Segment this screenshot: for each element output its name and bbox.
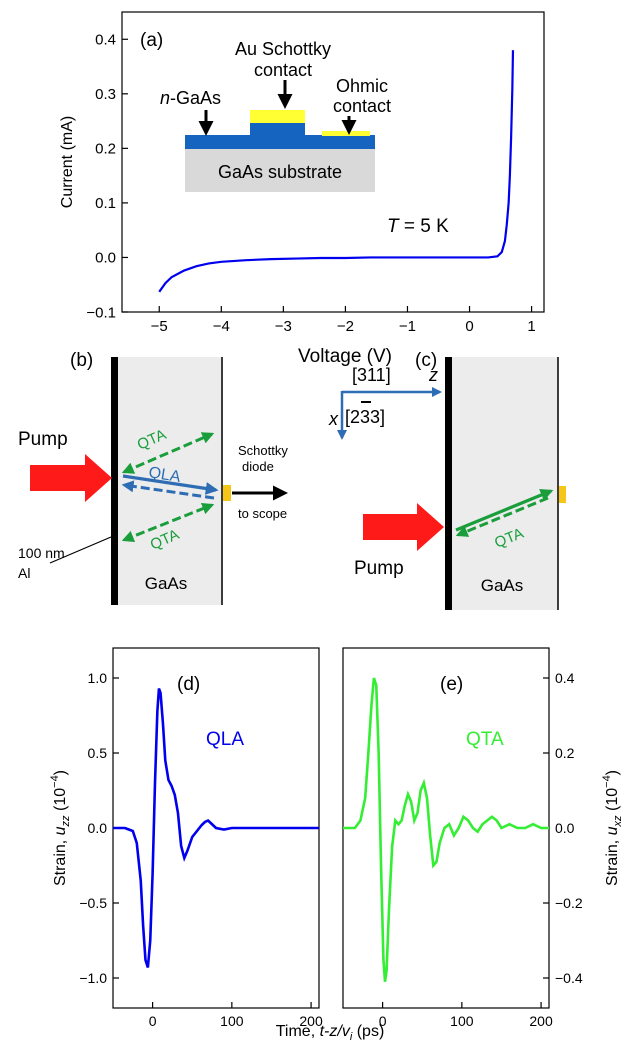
y-tick-label: 0.0 — [95, 250, 116, 267]
x-tick-label: 0 — [149, 1013, 157, 1029]
panel-b: (b) Pump QTA QLA QTA Schottky diode to s… — [18, 350, 288, 605]
x-tick-label: −1 — [399, 318, 416, 335]
panel-e-ticks: 0 100 200 −0.4 −0.2 0.0 0.2 0.4 — [379, 670, 583, 1029]
strain-uxz-axis-label: Strain, uxz (10−4) — [601, 770, 624, 886]
qta-forward-arrow — [455, 488, 554, 532]
x-tick-label: 0 — [379, 1013, 387, 1029]
panel-d: 0 100 200 −1.0 −0.5 0.0 0.5 1.0 (d) QLA Strain,… — [49, 647, 323, 1029]
x-tick-label: 100 — [220, 1013, 244, 1029]
y-tick-label: −0.2 — [555, 895, 583, 911]
al-film-c — [445, 357, 452, 610]
current-axis-label: Current (mA) — [59, 116, 76, 208]
substrate-label: GaAs substrate — [218, 162, 342, 182]
y-tick-label: −0.4 — [555, 970, 583, 986]
y-tick-label: 0.0 — [88, 820, 108, 836]
pump-arrow-c — [363, 503, 444, 551]
voltage-axis-label: Voltage (V) — [298, 346, 392, 367]
ohmic-label-line2: contact — [333, 96, 391, 116]
panel-d-label: (d) — [177, 674, 200, 695]
y-tick-label: 0.5 — [88, 745, 108, 761]
y-tick-label: 0.2 — [555, 745, 575, 761]
y-tick-label: −1.0 — [79, 970, 107, 986]
direction-233: [233] — [345, 407, 385, 427]
al-label-line1: 100 nm — [18, 545, 65, 561]
x-tick-label: −5 — [151, 318, 168, 335]
y-tick-label: 1.0 — [88, 670, 108, 686]
qla-reflected-arrow — [121, 480, 215, 500]
y-tick-label: 0.1 — [95, 195, 116, 212]
qla-mode-label: QLA — [206, 729, 244, 750]
qta-upper-arrow — [121, 432, 215, 474]
ngaas-label: n-GaAs — [160, 88, 221, 108]
schottky-diode-marker — [223, 485, 231, 501]
y-tick-label: −0.1 — [86, 304, 116, 321]
ohmic-contact — [322, 131, 370, 136]
schottky-mesa — [250, 122, 305, 136]
panel-a: −5 −4 −3 −2 −1 0 1 −0.1 0.0 0.1 0.2 0.3 0.4 (a) T = … — [59, 11, 545, 367]
temperature-label: T = 5 K — [387, 216, 449, 237]
schottky-label-line1: Schottky — [238, 443, 288, 458]
panel-a-label: (a) — [140, 30, 163, 51]
qla-forward-arrow — [122, 474, 219, 495]
detector-marker-c — [559, 486, 566, 503]
schottky-contact — [250, 110, 305, 123]
pump-label-c: Pump — [354, 558, 404, 579]
direction-311: [311] — [352, 365, 391, 385]
qta-lower-arrow — [121, 502, 215, 543]
x-tick-label: 100 — [450, 1013, 474, 1029]
qta-reflected-arrow — [455, 496, 549, 537]
panel-e-label: (e) — [440, 674, 463, 695]
x-tick-label: 0 — [465, 318, 473, 335]
x-tick-label: 1 — [527, 318, 535, 335]
pump-label-b: Pump — [18, 429, 68, 450]
pump-arrow-b — [30, 454, 112, 502]
gaas-label-b: GaAs — [145, 574, 188, 593]
panel-a-frame — [121, 11, 545, 313]
qta-mode-label: QTA — [466, 729, 504, 750]
al-film — [111, 357, 118, 605]
y-tick-label: 0.3 — [95, 86, 116, 103]
panel-d-ticks: 0 100 200 −1.0 −0.5 0.0 0.5 1.0 — [79, 670, 323, 1029]
panel-e: 0 100 200 −0.4 −0.2 0.0 0.2 0.4 (e) QTA Strain,… — [342, 647, 624, 1029]
time-axis-label: Time, t-z/vi (ps) — [276, 1023, 385, 1043]
y-tick-label: 0.4 — [95, 32, 116, 49]
schottky-label-line2: diode — [242, 459, 274, 474]
gaas-label-c: GaAs — [481, 576, 524, 595]
al-label-line2: Al — [18, 565, 30, 581]
panel-c: (c) [311] z x [233] Pump QTA GaAs — [328, 350, 566, 610]
y-tick-label: 0.4 — [555, 670, 575, 686]
y-tick-label: 0.0 — [555, 820, 575, 836]
z-axis-label: z — [428, 365, 438, 385]
ngaas-layer — [185, 135, 375, 149]
ohmic-label-line1: Ohmic — [336, 76, 388, 96]
panel-c-label: (c) — [415, 350, 437, 371]
x-tick-label: 200 — [529, 1013, 553, 1029]
au-label-line2: contact — [254, 60, 312, 80]
strain-uzz-axis-label: Strain, uzz (10−4) — [49, 770, 72, 886]
x-tick-label: −4 — [213, 318, 230, 335]
x-tick-label: −2 — [337, 318, 354, 335]
y-tick-label: 0.2 — [95, 141, 116, 158]
qla-strain-curve — [113, 688, 319, 968]
panel-b-label: (b) — [70, 350, 93, 371]
gaas-substrate — [185, 148, 375, 192]
iv-curve — [158, 50, 515, 293]
qta-strain-curve — [343, 677, 549, 982]
al-pointer — [49, 536, 112, 564]
x-tick-label: 200 — [299, 1013, 323, 1029]
qla-label: QLA — [147, 464, 182, 486]
au-label-line1: Au Schottky — [235, 39, 331, 59]
x-axis-label: x — [328, 409, 339, 429]
gaas-slab-c — [446, 357, 558, 610]
device-inset: GaAs substrate Au Schottky contact n-GaA… — [160, 39, 391, 192]
to-scope-label: to scope — [238, 506, 287, 521]
y-tick-label: −0.5 — [79, 895, 107, 911]
x-tick-label: −3 — [275, 318, 292, 335]
panel-a-ticks: −5 −4 −3 −2 −1 0 1 −0.1 0.0 0.1 0.2 0.3 0.4 — [86, 32, 535, 335]
